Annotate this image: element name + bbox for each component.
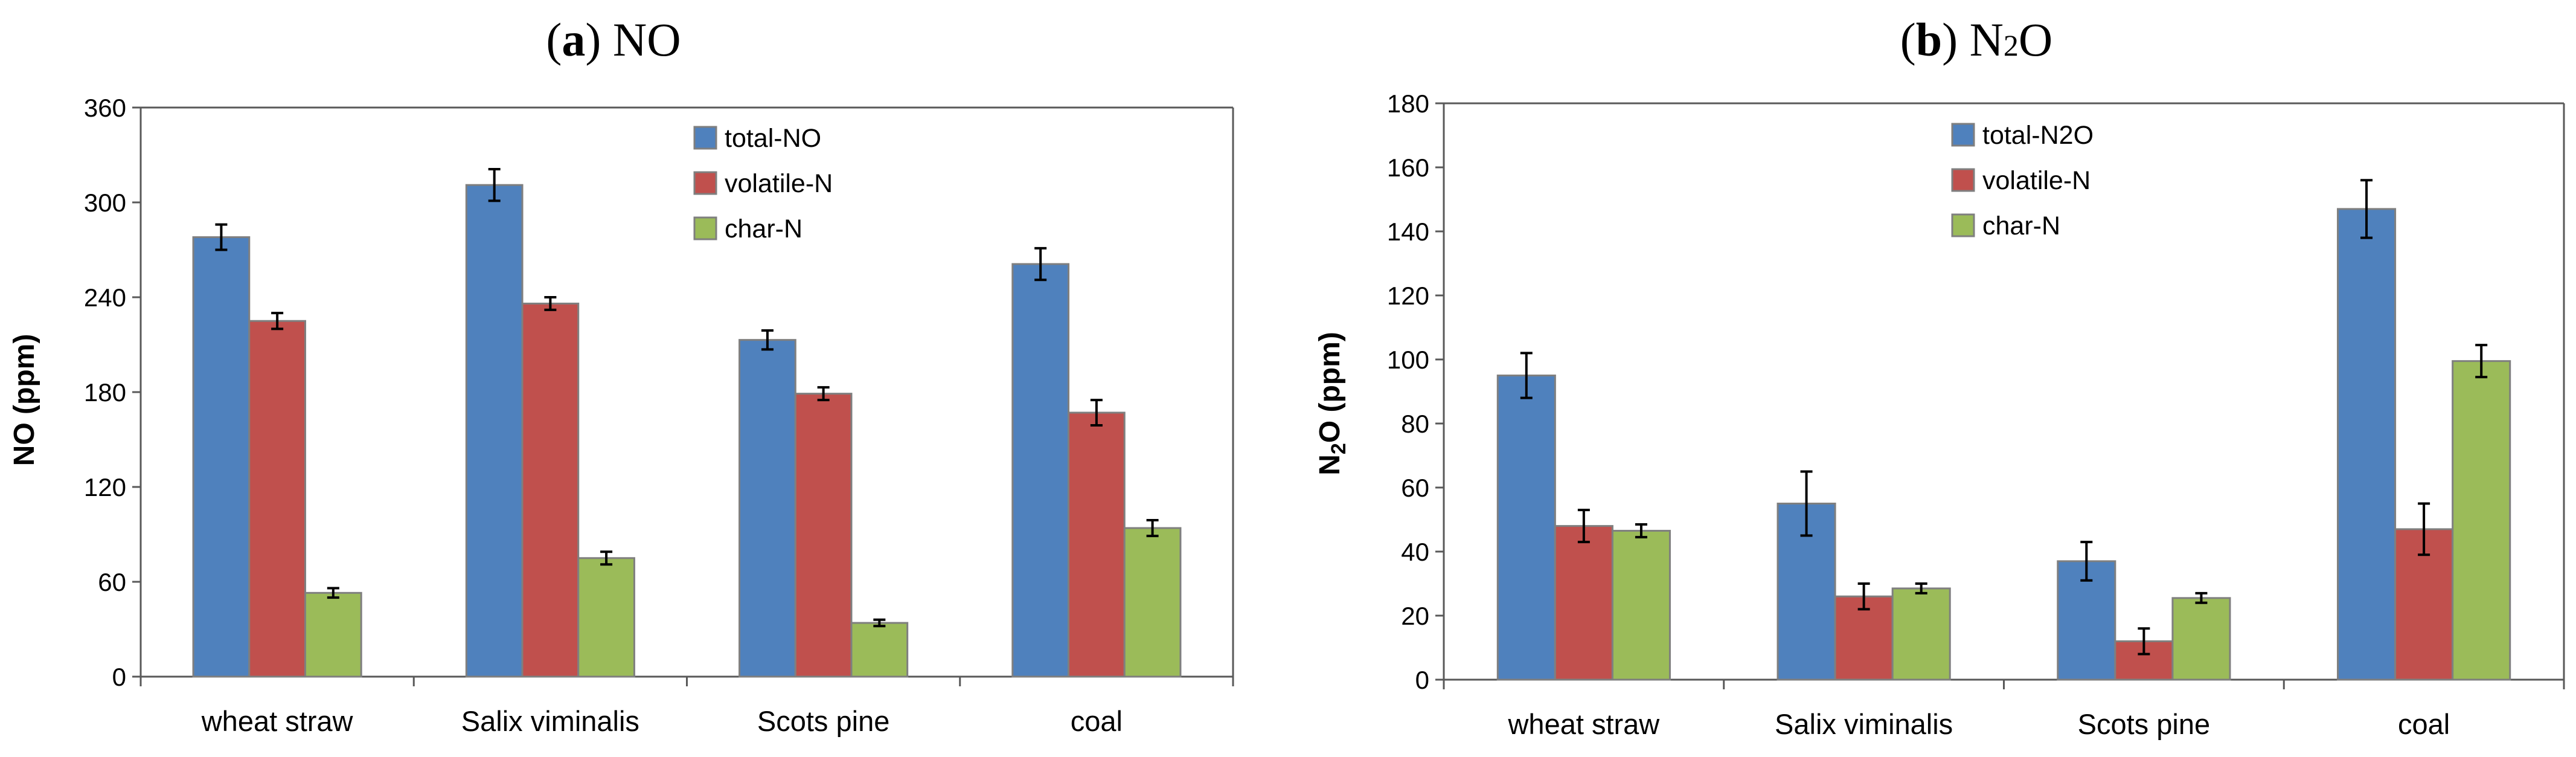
bars-b <box>1496 179 2511 681</box>
legend-entry: total-NO <box>725 124 821 153</box>
y-tick-label: 0 <box>112 663 126 691</box>
y-tick-label: 240 <box>84 283 126 312</box>
legend-swatch <box>693 171 717 195</box>
bar-char-N <box>850 622 909 678</box>
y-tick-label: 60 <box>1401 474 1429 502</box>
bar-total-N2O <box>2337 208 2397 681</box>
bar-volatile-N <box>794 393 853 678</box>
axes-b: 0 20 40 60 80 100 120 140 160 180 wheat straw Salix… <box>1387 89 2565 740</box>
title-letter-b: b <box>1916 13 1942 66</box>
x-category-label: Salix viminalis <box>461 705 639 737</box>
legend-entry: volatile-N <box>1982 166 2091 195</box>
bar-total-NO <box>465 184 524 678</box>
y-axis-label-a: NO (ppm) <box>8 334 40 466</box>
legend-swatch <box>693 126 717 150</box>
bar-total-NO <box>192 236 251 678</box>
chart-title-b: (b) N2O <box>1900 13 2053 66</box>
x-category-label: wheat straw <box>201 705 354 737</box>
bar-volatile-N <box>1068 411 1126 678</box>
legend-entry: volatile-N <box>725 169 833 198</box>
bar-total-N2O <box>1496 375 1556 681</box>
y-tick-label: 300 <box>84 188 126 217</box>
bar-char-N <box>1611 530 1671 681</box>
bar-char-N <box>1891 587 1951 681</box>
y-tick-label: 160 <box>1387 153 1429 182</box>
y-tick-label: 100 <box>1387 346 1429 374</box>
chart-title-a: (a) NO <box>546 13 681 66</box>
x-category-label: coal <box>1071 705 1123 737</box>
y-tick-label: 360 <box>84 94 126 122</box>
bar-volatile-N <box>1554 525 1613 681</box>
y-tick-label: 40 <box>1401 538 1429 566</box>
y-tick-label: 60 <box>98 568 126 596</box>
legend-b: total-N2O volatile-N char-N <box>1951 121 2094 240</box>
x-category-label: Salix viminalis <box>1775 708 1953 740</box>
y-tick-label: 0 <box>1415 666 1429 694</box>
legend-a: total-NO volatile-N char-N <box>693 124 833 243</box>
bar-char-N <box>2171 597 2231 681</box>
bar-char-N <box>2452 360 2511 681</box>
bars-a <box>192 168 1182 678</box>
legend-entry: total-N2O <box>1982 121 2094 150</box>
legend-swatch <box>693 216 717 240</box>
bar-total-NO <box>739 339 796 678</box>
bar-char-N <box>304 591 362 678</box>
y-tick-label: 140 <box>1387 217 1429 246</box>
x-category-label: coal <box>2398 708 2450 740</box>
bar-total-NO <box>1011 263 1070 678</box>
bar-char-N <box>577 557 635 678</box>
legend-swatch <box>1951 168 1975 192</box>
title-letter-a: a <box>562 13 585 66</box>
y-tick-label: 180 <box>1387 89 1429 118</box>
bar-total-N2O <box>1777 503 1836 681</box>
x-category-label: Scots pine <box>757 705 889 737</box>
panel-a-no: (a) NO NO (ppm) 0 60 120 180 240 300 360 wheat … <box>8 13 1234 737</box>
title-subscript-2: 2 <box>2004 28 2019 62</box>
axes-a: 0 60 120 180 240 300 360 wheat straw Salix vimin… <box>84 94 1234 737</box>
legend-swatch <box>1951 123 1975 147</box>
ylabel-subscript-2: 2 <box>1327 443 1350 454</box>
panel-b-n2o: (b) N2O N2O (ppm) 0 20 40 60 80 100 120 140 160 1… <box>1314 13 2565 740</box>
bar-volatile-N <box>248 320 306 678</box>
title-text-a: NO <box>613 13 681 66</box>
legend-swatch <box>1951 213 1975 237</box>
ylabel-rest: O (ppm) <box>1314 332 1346 443</box>
y-tick-label: 80 <box>1401 410 1429 438</box>
x-category-label: wheat straw <box>1507 708 1660 740</box>
y-tick-label: 20 <box>1401 602 1429 630</box>
y-tick-label: 120 <box>1387 282 1429 310</box>
bar-char-N <box>1123 527 1182 678</box>
y-tick-label: 120 <box>84 473 126 501</box>
bar-volatile-N <box>521 302 580 678</box>
legend-entry: char-N <box>725 214 803 243</box>
bar-volatile-N <box>2394 528 2454 681</box>
y-axis-label-b: N2O (ppm) <box>1314 332 1350 475</box>
legend-entry: char-N <box>1982 211 2060 240</box>
y-tick-label: 180 <box>84 378 126 407</box>
x-category-label: Scots pine <box>2078 708 2210 740</box>
